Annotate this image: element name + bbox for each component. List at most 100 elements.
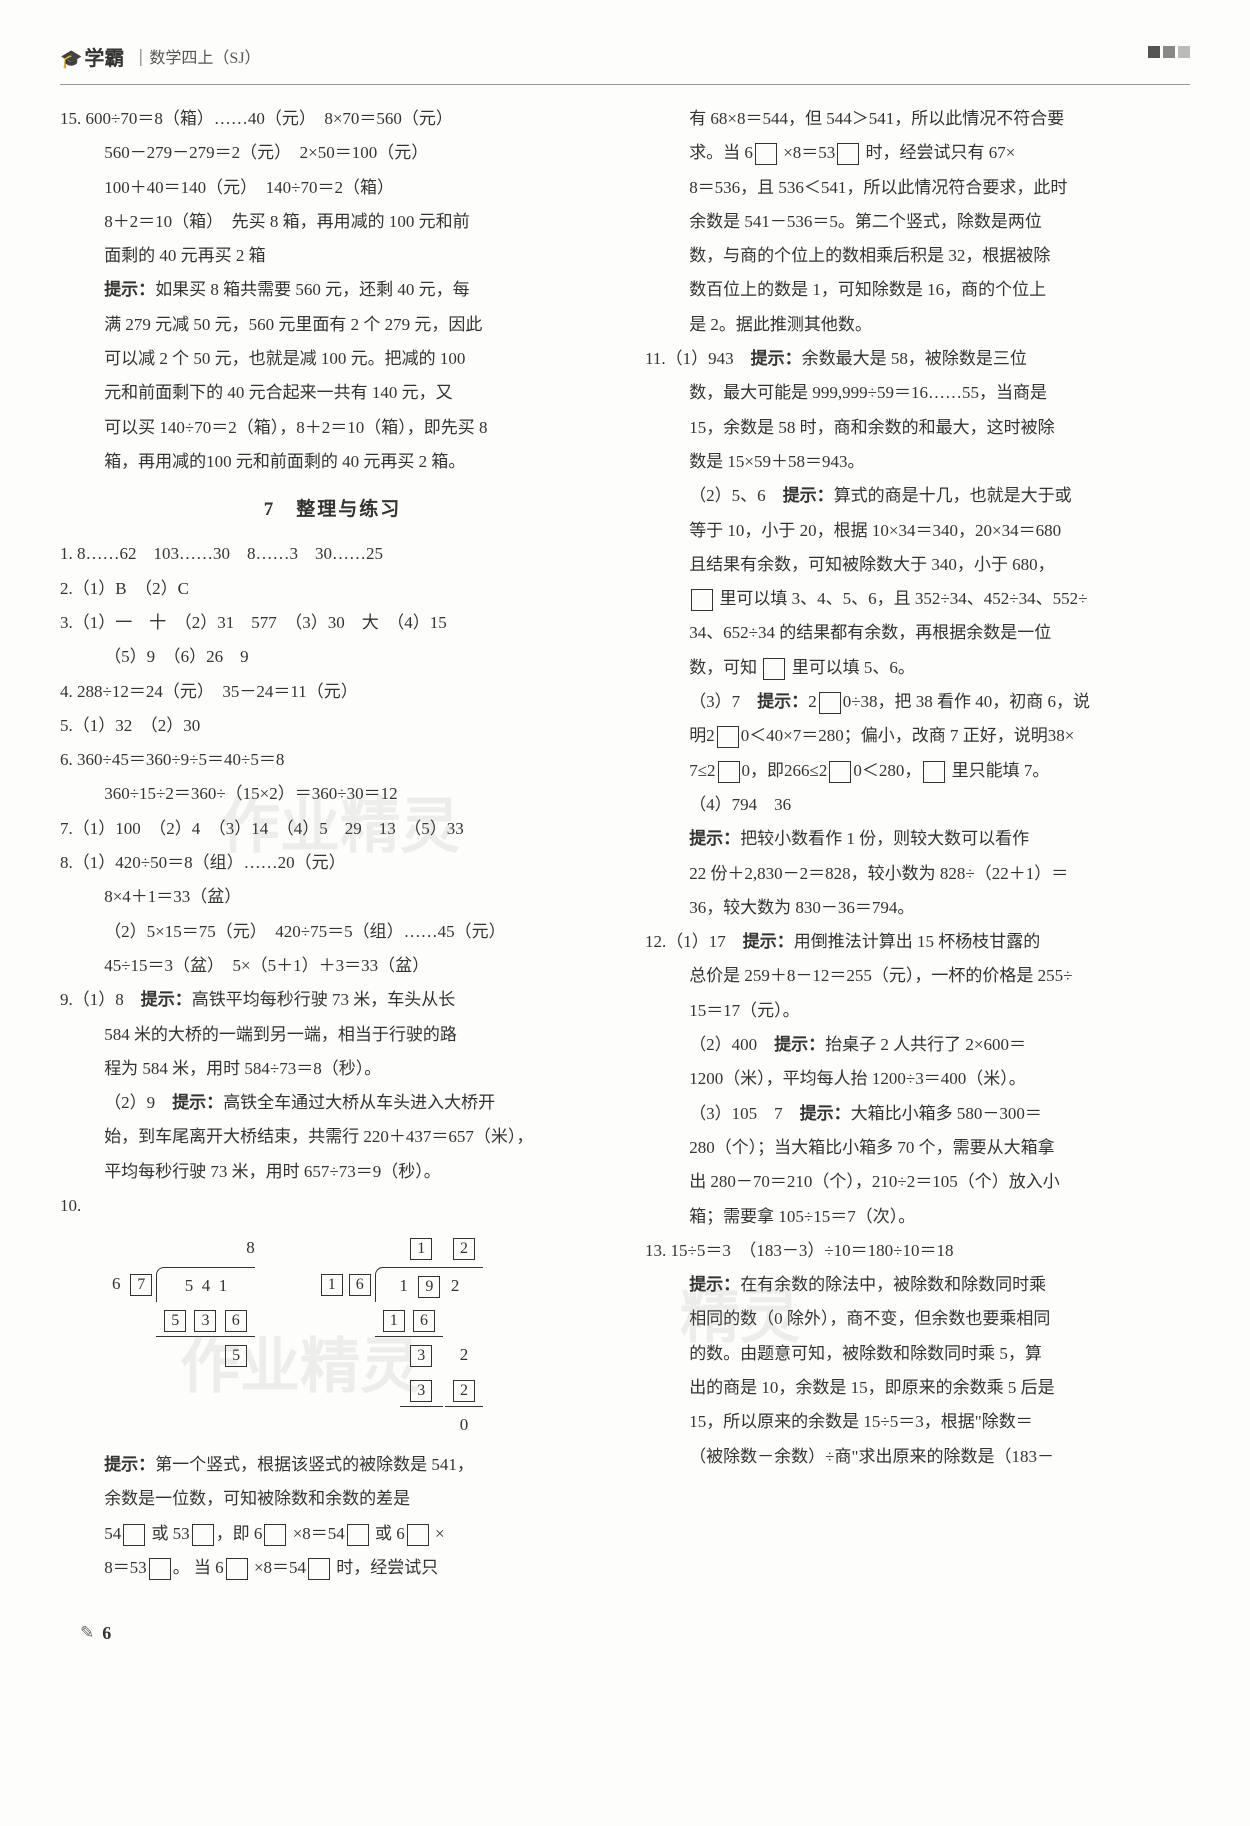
blank-box xyxy=(829,761,851,783)
left-column: 15. 600÷70＝8（箱）……40（元） 8×70＝560（元） 560－2… xyxy=(60,103,605,1586)
q15-line: 15. 600÷70＝8（箱）……40（元） 8×70＝560（元） xyxy=(60,103,605,135)
q15-line: 560－279－279＝2（元） 2×50＝100（元） xyxy=(60,137,605,169)
q11-hint: 提示：把较小数看作 1 份，则较大数可以看作 xyxy=(645,823,1190,855)
q12-line: 箱；需要拿 105÷15＝7（次）。 xyxy=(645,1201,1190,1233)
hint-label: 提示： xyxy=(783,486,834,505)
page: 作业精灵 作业精灵 精灵 学霸 ｜ 数学四上（SJ） 15. 600÷70＝8（… xyxy=(0,0,1250,1680)
q10-line: 54 或 53，即 6 ×8＝54 或 6 × xyxy=(60,1518,605,1550)
r-top: 8＝536，且 536＜541，所以此情况符合要求，此时 xyxy=(645,172,1190,204)
header-divider: ｜ xyxy=(132,43,149,75)
q13: 13. 15÷5＝3 （183－3）÷10＝180÷10＝18 xyxy=(645,1235,1190,1267)
s7-q8d: 45÷15＝3（盆） 5×（5＋1）＋3＝33（盆） xyxy=(60,950,605,982)
q11-2: （2）5、6 提示：算式的商是十几，也就是大于或 xyxy=(645,480,1190,512)
hint-label: 提示： xyxy=(689,1275,740,1294)
s7-q9d: （2）9 提示：高铁全车通过大桥从车头进入大桥开 xyxy=(60,1087,605,1119)
page-header: 学霸 ｜ 数学四上（SJ） xyxy=(60,40,1190,85)
q13-line: 的数。由题意可知，被除数和除数同时乘 5，算 xyxy=(645,1338,1190,1370)
hint-label: 提示： xyxy=(141,990,192,1009)
q11-line: 7≤20，即266≤20＜280， 里只能填 7。 xyxy=(645,755,1190,787)
q11-line: 数是 15×59＋58＝943。 xyxy=(645,446,1190,478)
q11-line: 36，较大数为 830－36＝794。 xyxy=(645,892,1190,924)
header-subtitle: 数学四上（SJ） xyxy=(149,44,260,74)
s7-q10: 10. xyxy=(60,1190,605,1222)
s7-q8b: 8×4＋1＝33（盆） xyxy=(60,881,605,913)
r-top: 数，与商的个位上的数相乘后积是 32，根据被除 xyxy=(645,240,1190,272)
q15-line: 满 279 元减 50 元，560 元里面有 2 个 279 元，因此 xyxy=(60,309,605,341)
q15-line: 100＋40＝140（元） 140÷70＝2（箱） xyxy=(60,172,605,204)
s7-q7: 7.（1）100 （2）4 （3）14 （4）5 29 13 （5）33 xyxy=(60,813,605,845)
page-number: 6 xyxy=(102,1616,111,1650)
s7-q1: 1. 8……62 103……30 8……3 30……25 xyxy=(60,538,605,570)
blank-box xyxy=(717,726,739,748)
hint-label: 提示： xyxy=(104,280,155,299)
blank-box xyxy=(149,1558,171,1580)
blank-box xyxy=(308,1558,330,1580)
q10-line: 余数是一位数，可知被除数和余数的差是 xyxy=(60,1483,605,1515)
blank-box xyxy=(407,1524,429,1546)
r-top: 是 2。据此推测其他数。 xyxy=(645,309,1190,341)
hint-label: 提示： xyxy=(757,692,808,711)
q11-1: 11.（1）943 提示：余数最大是 58，被除数是三位 xyxy=(645,343,1190,375)
blank-box xyxy=(763,658,785,680)
hint-label: 提示： xyxy=(172,1093,223,1112)
blank-box xyxy=(837,143,859,165)
s7-q9b: 584 米的大桥的一端到另一端，相当于行驶的路 xyxy=(60,1019,605,1051)
header-marks xyxy=(1148,46,1190,58)
r-top: 数百位上的数是 1，可知除数是 16，商的个位上 xyxy=(645,274,1190,306)
s7-q8: 8.（1）420÷50＝8（组）……20（元） xyxy=(60,847,605,879)
q15-hint: 提示：如果买 8 箱共需要 560 元，还剩 40 元，每 xyxy=(60,274,605,306)
s7-q3b: （5）9 （6）26 9 xyxy=(60,641,605,673)
q12-2: （2）400 提示：抬桌子 2 人共行了 2×600＝ xyxy=(645,1029,1190,1061)
blank-box xyxy=(819,692,841,714)
q11-line: 明20＜40×7＝280；偏小，改商 7 正好，说明38× xyxy=(645,720,1190,752)
q11-line: 数，最大可能是 999,999÷59＝16……55，当商是 xyxy=(645,377,1190,409)
q13-line: （被除数－余数）÷商"求出原来的除数是（183－ xyxy=(645,1441,1190,1473)
blank-box xyxy=(264,1524,286,1546)
r-top: 有 68×8＝544，但 544＞541，所以此情况不符合要 xyxy=(645,103,1190,135)
s7-q4: 4. 288÷12＝24（元） 35－24＝11（元） xyxy=(60,676,605,708)
s7-q9e: 始，到车尾离开大桥结束，共需行 220＋437＝657（米）， xyxy=(60,1121,605,1153)
s7-q2: 2.（1）B （2）C xyxy=(60,573,605,605)
q15-line: 元和前面剩下的 40 元合起来一共有 140 元，又 xyxy=(60,377,605,409)
q12-line: 总价是 259＋8－12＝255（元），一杯的价格是 255÷ xyxy=(645,960,1190,992)
q11-3: （3）7 提示：20÷38，把 38 看作 40，初商 6，说 xyxy=(645,686,1190,718)
q13-line: 出的商是 10，余数是 15，即原来的余数乘 5 后是 xyxy=(645,1372,1190,1404)
s7-q9c: 程为 584 米，用时 584÷73＝8（秒）。 xyxy=(60,1053,605,1085)
hint-label: 提示： xyxy=(774,1035,825,1054)
hint-label: 提示： xyxy=(743,932,794,951)
s7-q6b: 360÷15÷2＝360÷（15×2）＝360÷30＝12 xyxy=(60,778,605,810)
q15-line: 面剩的 40 元再买 2 箱 xyxy=(60,240,605,272)
q11-line: 里可以填 3、4、5、6，且 352÷34、452÷34、552÷ xyxy=(645,583,1190,615)
q13-line: 相同的数（0 除外），商不变，但余数也要乘相同 xyxy=(645,1303,1190,1335)
pencil-icon xyxy=(80,1617,94,1649)
q11-line: 等于 10，小于 20，根据 10×34＝340，20×34＝680 xyxy=(645,515,1190,547)
blank-box xyxy=(347,1524,369,1546)
hint-label: 提示： xyxy=(800,1104,851,1123)
r-top: 余数是 541－536＝5。第二个竖式，除数是两位 xyxy=(645,206,1190,238)
division-2: 1 2 1 6 1 9 2 1 xyxy=(317,1230,485,1443)
q12-line: 15＝17（元）。 xyxy=(645,995,1190,1027)
right-column: 有 68×8＝544，但 544＞541，所以此情况不符合要 求。当 6 ×8＝… xyxy=(645,103,1190,1586)
q11-line: 且结果有余数，可知被除数大于 340，小于 680， xyxy=(645,549,1190,581)
blank-box xyxy=(923,761,945,783)
q12-line: 1200（米），平均每人抬 1200÷3＝400（米）。 xyxy=(645,1063,1190,1095)
division-work-row: 8 6 7 5 4 1 5 3 6 xyxy=(60,1224,605,1449)
brand-logo: 学霸 xyxy=(60,40,124,78)
q15-line: 可以买 140÷70＝2（箱），8＋2＝10（箱），即先买 8 xyxy=(60,412,605,444)
q15-line: 箱，再用减的100 元和前面剩的 40 元再买 2 箱。 xyxy=(60,446,605,478)
hint-label: 提示： xyxy=(689,829,740,848)
s7-q9a: 9.（1）8 提示：高铁平均每秒行驶 73 米，车头从长 xyxy=(60,984,605,1016)
section-7-title: 7 整理与练习 xyxy=(60,492,605,528)
q15-line: 可以减 2 个 50 元，也就是减 100 元。把减的 100 xyxy=(60,343,605,375)
blank-box: 7 xyxy=(130,1274,152,1296)
q11-line: 15，余数是 58 时，商和余数的和最大，这时被除 xyxy=(645,412,1190,444)
q11-line: 数，可知 里可以填 5、6。 xyxy=(645,652,1190,684)
hint-text: 如果买 8 箱共需要 560 元，还剩 40 元，每 xyxy=(155,280,470,299)
s7-q8c: （2）5×15＝75（元） 420÷75＝5（组）……45（元） xyxy=(60,916,605,948)
blank-box xyxy=(755,143,777,165)
q11-line: 22 份＋2,830－2＝828，较小数为 828÷（22＋1）＝ xyxy=(645,858,1190,890)
content-columns: 15. 600÷70＝8（箱）……40（元） 8×70＝560（元） 560－2… xyxy=(60,103,1190,1586)
q10-line: 8＝53。 当 6 ×8＝54 时，经尝试只 xyxy=(60,1552,605,1584)
q12-line: 出 280－70＝210（个），210÷2＝105（个）放入小 xyxy=(645,1166,1190,1198)
s7-q6: 6. 360÷45＝360÷9÷5＝40÷5＝8 xyxy=(60,744,605,776)
